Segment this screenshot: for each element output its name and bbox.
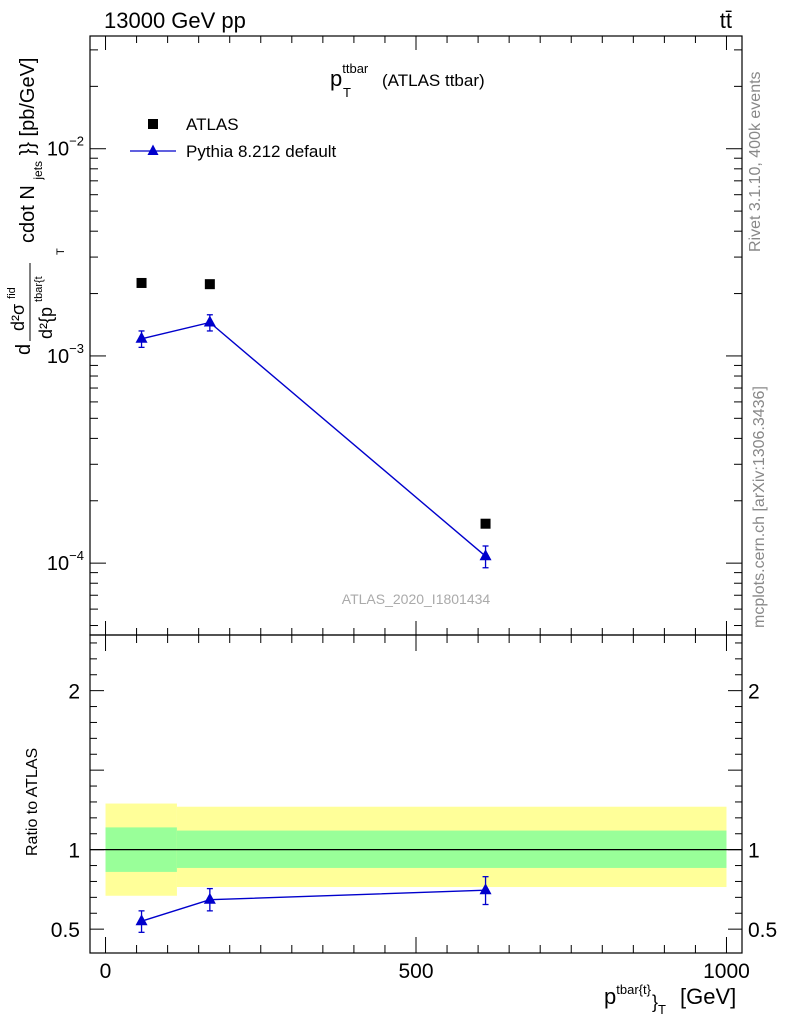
- legend-atlas-marker: [148, 119, 158, 129]
- ylabel-denominator: d²{p: [36, 307, 56, 339]
- svg-text:d²{p tbar{t T: d²{p tbar{t T: [26, 248, 67, 339]
- ratio-point: [203, 892, 216, 904]
- ylabel-jets: jets: [31, 161, 45, 181]
- main-data-layer: [135, 277, 492, 569]
- y-tick-label: 10−3: [47, 341, 84, 368]
- ratio-y-axis-label: Ratio to ATLAS: [24, 748, 41, 856]
- legend-atlas-label: ATLAS: [186, 115, 239, 134]
- main-y-tick-labels: 10−410−310−2: [47, 134, 84, 575]
- x-tick-label: 1000: [703, 960, 750, 983]
- ratio-axis-ticks: 0.5 0.5 1 1 2 2 0 500 1000: [51, 635, 777, 983]
- ylabel-d: d: [13, 344, 35, 355]
- pythia-point: [135, 331, 148, 343]
- ylabel-cdot: cdot N: [17, 185, 39, 243]
- ratio-tick-label-left: 2: [68, 681, 80, 704]
- ylabel-units: }} [pb/GeV]: [17, 58, 39, 156]
- ratio-data-layer: [135, 876, 492, 933]
- svg-text:cdot N jets }} [pb: cdot N jets }} [pb/GeV]: [17, 58, 47, 243]
- y-tick-label: 10−4: [47, 548, 84, 575]
- xlabel-T: T: [658, 1002, 666, 1017]
- plot-title-main: p: [330, 66, 342, 91]
- atlas-point: [204, 279, 215, 290]
- xlabel-sup: tbar{t}: [616, 982, 651, 997]
- y-tick-label: 10−2: [47, 134, 84, 161]
- y-tick-label-exponent: −4: [69, 548, 84, 563]
- svg-text:d: d: [13, 344, 35, 355]
- x-axis-label: ptbar{t}}T [GeV]: [604, 982, 736, 1017]
- plot-title-sup: ttbar: [342, 61, 369, 76]
- side-rivet-label: Rivet 3.1.10, 400k events: [747, 71, 764, 252]
- x-tick-label: 500: [398, 960, 433, 983]
- atlas-point: [480, 518, 491, 529]
- svg-text:d²σ fid: d²σ fid: [6, 287, 28, 331]
- plot-title-rest: (ATLAS ttbar): [382, 71, 485, 90]
- ratio-tick-label-right: 2: [748, 681, 760, 704]
- atlas-point: [136, 277, 147, 288]
- ylabel-numerator: d²σ: [8, 304, 28, 331]
- ratio-tick-label-right: 1: [748, 840, 760, 863]
- pythia-point: [479, 549, 492, 561]
- analysis-id-label: ATLAS_2020_I1801434: [342, 591, 491, 607]
- pythia-point: [203, 315, 216, 327]
- main-y-axis-label: d d²σ fid d²{p tbar{t T cdot N jets }} […: [6, 58, 67, 355]
- y-tick-label-exponent: −2: [69, 134, 84, 149]
- ratio-tick-label-right: 0.5: [748, 919, 777, 942]
- legend-pythia-marker: [147, 144, 159, 155]
- xlabel-brace: }: [652, 992, 658, 1012]
- xlabel-units: [GeV]: [680, 984, 736, 1009]
- y-tick-label-exponent: −3: [69, 341, 84, 356]
- xlabel-p: p: [604, 984, 616, 1009]
- header-energy-label: 13000 GeV pp: [104, 8, 246, 33]
- plot-title: pttbar T (ATLAS ttbar): [330, 61, 485, 100]
- y-tick-label-base: 10: [47, 139, 69, 161]
- x-tick-label: 0: [100, 960, 112, 983]
- y-tick-label-base: 10: [47, 346, 69, 368]
- ratio-uncertainty-bands: [90, 803, 742, 896]
- side-mcplots-label: mcplots.cern.ch [arXiv:1306.3436]: [751, 386, 768, 628]
- plot-title-sub: T: [343, 85, 351, 100]
- header-process-label: tt̄: [720, 8, 732, 33]
- ratio-point: [479, 883, 492, 895]
- ylabel-tbar: tbar{t: [33, 276, 45, 302]
- legend-pythia-label: Pythia 8.212 default: [186, 142, 337, 161]
- main-axis-ticks: [90, 36, 742, 635]
- ratio-tick-label-left: 0.5: [51, 919, 80, 942]
- ylabel-fid: fid: [6, 287, 18, 299]
- ratio-point: [135, 914, 148, 926]
- y-tick-label-base: 10: [47, 553, 69, 575]
- ylabel-T: T: [55, 248, 67, 255]
- ratio-tick-label-left: 1: [68, 840, 80, 863]
